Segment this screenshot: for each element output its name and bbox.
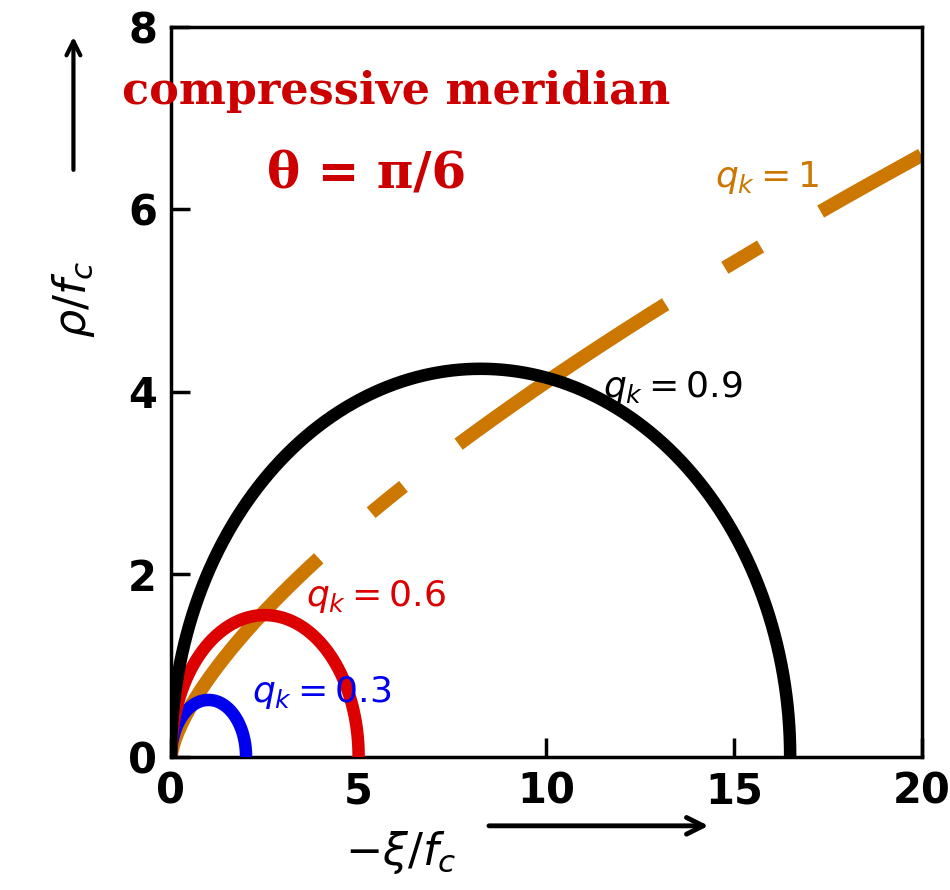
Text: $q_k = 1$: $q_k = 1$	[715, 158, 820, 196]
Text: $\rho/f_c$: $\rho/f_c$	[50, 260, 97, 338]
Text: θ = π/6: θ = π/6	[267, 150, 466, 199]
Text: $q_k = 0.6$: $q_k = 0.6$	[306, 578, 446, 615]
Text: $q_k = 0.9$: $q_k = 0.9$	[602, 368, 742, 406]
Text: $-\xi/f_c$: $-\xi/f_c$	[345, 829, 456, 877]
Text: $q_k = 0.3$: $q_k = 0.3$	[252, 674, 391, 711]
Text: compressive meridian: compressive meridian	[122, 70, 671, 114]
